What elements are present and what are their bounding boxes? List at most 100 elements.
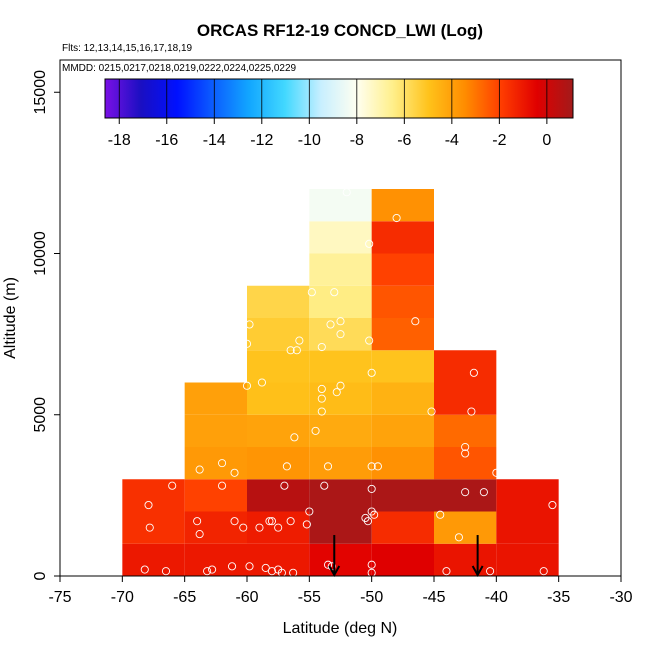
sample-point [367, 368, 376, 377]
sample-point [326, 320, 335, 329]
heatmap-cell [434, 382, 497, 415]
arrow-head [471, 565, 484, 578]
heatmap-cell [496, 511, 559, 544]
heatmap-cell [309, 189, 372, 222]
sample-point [392, 213, 401, 223]
sample-point [317, 342, 326, 352]
sample-point [442, 567, 451, 576]
sample-point [295, 336, 304, 345]
heatmap-cell [371, 189, 434, 222]
heatmap-cell [309, 285, 372, 318]
sample-point [373, 462, 382, 471]
x-tick-label: -40 [485, 589, 508, 606]
sample-point [267, 567, 276, 576]
heatmap-cell [371, 350, 434, 383]
sample-point [193, 517, 202, 526]
heatmap-cell [247, 414, 310, 447]
heatmap-cell [434, 543, 497, 576]
colorbar-gradient [104, 78, 574, 119]
heatmap-cell [247, 511, 310, 544]
sample-point [461, 449, 470, 458]
sample-point [286, 517, 295, 526]
sample-point [370, 510, 379, 519]
sample-point [161, 567, 171, 576]
colorbar-tick-label: -2 [492, 132, 506, 149]
sample-point [492, 468, 501, 477]
sample-point [367, 462, 376, 471]
sample-point [261, 563, 270, 572]
heatmap-cell [496, 543, 559, 576]
sample-point [195, 465, 204, 474]
sample-point [280, 481, 289, 490]
colorbar-tick-label: -6 [397, 132, 411, 149]
sample-point [267, 517, 276, 526]
sample-point [365, 336, 374, 345]
sample-point [305, 507, 314, 516]
x-tick-label: -75 [48, 589, 71, 606]
sample-point [168, 481, 177, 490]
sample-point [290, 433, 299, 442]
sample-point [302, 520, 311, 529]
plot-frame [59, 59, 622, 577]
sample-point [242, 339, 252, 348]
sample-point [486, 567, 495, 576]
sample-point [323, 560, 333, 569]
heatmap-cell [371, 221, 434, 254]
x-tick-label: -55 [298, 589, 321, 606]
heatmap-cell [309, 543, 372, 576]
sample-point [461, 488, 470, 497]
heatmap-cell [496, 479, 559, 512]
heatmap-cell [184, 447, 247, 480]
sample-point [365, 239, 374, 248]
heatmap-cell [371, 479, 434, 512]
heatmap-cell [184, 511, 247, 544]
heatmap-cell [371, 414, 434, 447]
heatmap-cell [434, 447, 497, 480]
heatmap-cell [247, 543, 310, 576]
sample-point [265, 517, 274, 526]
sample-point [436, 510, 445, 519]
heatmap-cell [371, 511, 434, 544]
arrow-head [328, 565, 341, 578]
colorbar-tick-label: -14 [203, 132, 226, 149]
x-tick-label: -30 [609, 589, 632, 606]
sample-point [140, 565, 149, 574]
sample-point [239, 523, 248, 532]
sample-point [427, 407, 436, 416]
x-tick-label: -45 [422, 589, 445, 606]
heatmap-cell [434, 414, 497, 447]
sample-point [195, 530, 204, 539]
sample-point [330, 288, 339, 297]
sample-point [342, 188, 351, 197]
sample-point [336, 381, 345, 390]
colorbar-tick-label: -10 [298, 132, 321, 149]
sample-point [145, 523, 154, 532]
y-tick-label: 10000 [32, 231, 49, 276]
sample-point [245, 320, 254, 329]
sample-point [323, 462, 333, 471]
y-tick-label: 15000 [32, 70, 49, 115]
heatmap-cell [309, 350, 372, 383]
heatmap-cell [309, 253, 372, 286]
sample-point [208, 565, 217, 574]
y-axis: 0 5000 10000 15000 [32, 70, 60, 580]
sample-point [292, 346, 301, 355]
colorbar-tick-label: -8 [350, 132, 364, 149]
heatmap-cell [309, 479, 372, 512]
heatmap-cell [122, 479, 185, 512]
sample-point [257, 378, 267, 387]
heatmap-cell [309, 318, 372, 351]
heatmap-cell [371, 318, 434, 351]
heatmap-cell [309, 447, 372, 480]
sample-point [336, 317, 345, 326]
sample-point [230, 517, 239, 526]
heatmap-cell [184, 414, 247, 447]
colorbar-tick-label: -16 [155, 132, 178, 149]
x-tick-label: -65 [173, 589, 196, 606]
heatmap-cell [371, 382, 434, 415]
colorbar-tick-label: -4 [445, 132, 459, 149]
sample-point [367, 484, 376, 493]
sample-point [454, 533, 463, 542]
sample-point [317, 394, 326, 403]
